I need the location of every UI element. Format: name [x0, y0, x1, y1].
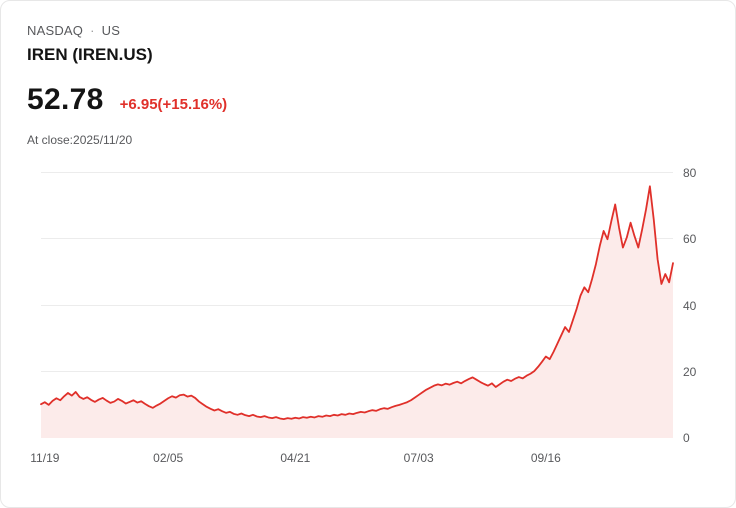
y-axis-label: 20: [683, 364, 697, 379]
gridline: [41, 304, 673, 306]
y-axis-label: 0: [683, 431, 690, 445]
x-axis: 11/19 02/05 04/21 07/03 09/16: [30, 445, 673, 465]
x-axis-label: 11/19: [30, 451, 60, 465]
chart-svg[interactable]: [41, 173, 673, 438]
separator-dot: ·: [90, 23, 95, 38]
last-price: 52.78: [27, 83, 104, 116]
gridline: [41, 238, 673, 240]
x-axis-label: 02/05: [153, 451, 184, 465]
price-change: +6.95(+15.16%): [119, 96, 228, 113]
price-chart[interactable]: 0 20 40 60 80 11/19 02/05 04/21 07/03 09/16: [30, 167, 721, 465]
close-info: At close:2025/11/20: [27, 133, 133, 147]
market-row: NASDAQ · US: [27, 23, 709, 38]
x-axis-label: 09/16: [530, 451, 561, 465]
x-axis-label: 07/03: [403, 451, 434, 465]
y-axis-label: 40: [683, 298, 697, 313]
y-axis: 0 20 40 60 80: [673, 167, 721, 444]
plot-area[interactable]: [41, 172, 673, 438]
area-fill: [41, 186, 673, 438]
quote-header: NASDAQ · US IREN (IREN.US) 52.78 +6.95(+15…: [1, 1, 735, 147]
y-axis-label: 60: [683, 232, 697, 247]
gridline: [41, 172, 673, 173]
exchange-label: NASDAQ: [27, 23, 84, 38]
gridline: [41, 370, 673, 372]
y-axis-label: 80: [683, 166, 697, 180]
symbol-title: IREN (IREN.US): [27, 45, 153, 64]
x-axis-label: 04/21: [280, 451, 311, 465]
region-label: US: [101, 23, 121, 38]
price-row: 52.78 +6.95(+15.16%): [27, 83, 709, 117]
price-line: [41, 186, 673, 419]
